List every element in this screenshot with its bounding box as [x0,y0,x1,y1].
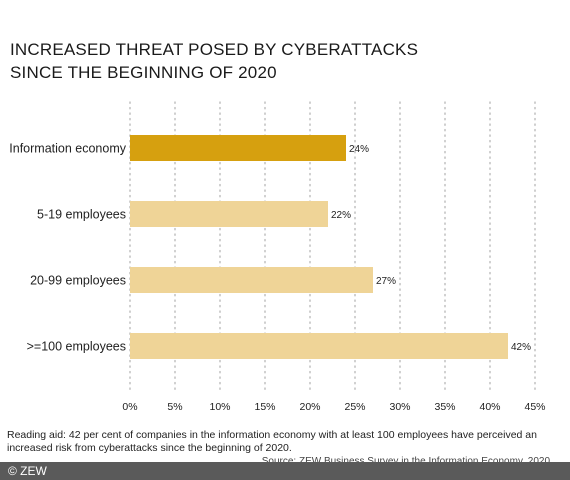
chart-title-line-1: INCREASED THREAT POSED BY CYBERATTACKS [10,40,419,59]
x-tick-label: 15% [254,401,275,413]
category-label: >=100 employees [27,340,126,354]
bar [130,333,508,359]
x-tick-label: 35% [434,401,455,413]
x-tick-label: 20% [299,401,320,413]
data-label: 42% [511,342,531,353]
x-tick-label: 45% [524,401,545,413]
x-tick-label: 10% [209,401,230,413]
category-label: 20-99 employees [30,274,126,288]
data-label: 24% [349,144,369,155]
chart-title-line-2: SINCE THE BEGINNING OF 2020 [10,63,277,82]
x-tick-label: 0% [122,401,137,413]
x-tick-label: 30% [389,401,410,413]
chart-title: INCREASED THREAT POSED BY CYBERATTACKS S… [10,38,530,84]
data-label: 27% [376,276,396,287]
source-note: Source: ZEW Business Survey in the Infor… [262,456,550,467]
x-tick-label: 5% [167,401,182,413]
x-tick-label: 25% [344,401,365,413]
footer-bar: © ZEW [0,462,570,480]
category-label: Information economy [9,142,126,156]
reading-aid-note: Reading aid: 42 per cent of companies in… [7,429,537,454]
bar [130,201,328,227]
copyright-text: © ZEW [8,464,47,478]
bar [130,135,346,161]
category-label: 5-19 employees [37,208,126,222]
data-label: 22% [331,210,351,221]
bar-chart: 0% 5% 10% 15% 20% 25% 30% 35% 40% 45% Information … [9,101,546,413]
x-tick-label: 40% [479,401,500,413]
bar [130,267,373,293]
